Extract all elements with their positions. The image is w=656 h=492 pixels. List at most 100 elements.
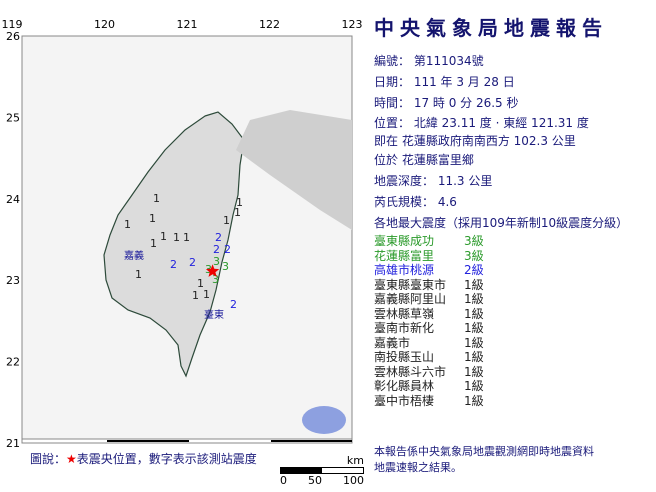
scale-label: 100 [343,474,364,487]
station-intensity-mark: 1 [124,218,131,231]
station-intensity-mark: 1 [149,212,156,225]
intensity-heading: 各地最大震度（採用109年新制10級震度分級） [374,216,629,230]
lat-tick-label: 24 [6,193,20,206]
lon-tick-label: 122 [259,18,280,31]
station-row: 臺南市新化 1級 [374,321,628,336]
note-line: 地震速報之結果。 [374,461,462,474]
report-magnitude: 芮氏規模： 4.6 [374,195,457,209]
cwb-logo [302,406,346,434]
station-level: 1級 [464,277,484,292]
lon-tick-label: 123 [342,18,363,31]
lon-tick-label: 120 [94,18,115,31]
station-name: 嘉義縣阿里山 [374,292,447,306]
taiwan-land [103,111,245,378]
report-title: 中央氣象局地震報告 [374,16,608,40]
station-intensity-mark: 3 [212,273,219,286]
report-depth: 地震深度： 11.3 公里 [374,174,493,188]
scale-label: 0 [280,474,287,487]
station-intensity-mark: 1 [150,237,157,250]
report-panel: 中央氣象局地震報告 編號： 第111034號 日期： 111 年 3 月 28 … [374,12,628,408]
station-intensity-mark: 1 [197,277,204,290]
lat-tick-label: 21 [6,437,20,450]
station-intensity-mark: 1 [160,230,167,243]
station-row: 雲林縣斗六市 1級 [374,365,628,380]
station-level: 1級 [464,321,484,335]
station-intensity-mark: 2 [189,256,196,269]
station-name: 臺東縣臺東市 [374,277,447,292]
report-located: 位於 花蓮縣富里鄉 [374,153,474,167]
lon-tick-label: 119 [2,18,23,31]
station-row: 臺東縣成功 3級 [374,234,628,249]
report-position: 位置： 北緯 23.11 度 · 東經 121.31 度 [374,116,589,130]
report-date: 日期： 111 年 3 月 28 日 [374,75,515,89]
station-intensity-mark: 1 [153,192,160,205]
station-name: 臺南市新化 [374,321,435,335]
station-intensity-mark: 2 [170,258,177,271]
lon-tick-label: 121 [177,18,198,31]
station-intensity-mark: 1 [234,206,241,219]
report-note: 本報告係中央氣象局地震觀測網即時地震資料 地震速報之結果。 [374,444,594,476]
station-row: 南投縣玉山 1級 [374,350,628,365]
station-row: 臺東縣臺東市 1級 [374,278,628,293]
station-row: 彰化縣員林 1級 [374,379,628,394]
scale-unit: km [346,454,364,467]
legend-prefix: 圖說： [30,452,67,466]
station-name: 嘉義市 [374,335,411,350]
station-name: 花蓮縣富里 [374,248,435,263]
station-level: 1級 [464,292,484,306]
station-level: 3級 [464,248,484,263]
report-time: 時間： 17 時 0 分 26.5 秒 [374,96,519,110]
station-row: 嘉義市 1級 [374,336,628,351]
axis-bar [107,440,189,442]
station-name: 雲林縣草嶺 [374,306,435,321]
station-intensity-mark: 2 [215,231,222,244]
station-intensity-mark: 1 [236,196,243,209]
station-row: 嘉義縣阿里山 1級 [374,292,628,307]
station-row: 花蓮縣富里 3級 [374,249,628,264]
station-name: 彰化縣員林 [374,379,435,393]
station-name: 南投縣玉山 [374,350,435,364]
station-level: 3級 [464,234,484,248]
station-intensity-mark: 2 [224,243,231,256]
station-level: 2級 [464,263,484,277]
report-relative: 即在 花蓮縣政府南南西方 102.3 公里 [374,134,576,148]
station-name: 臺東縣成功 [374,234,435,248]
axis-bar [271,440,352,442]
station-intensity-mark: 2 [213,243,220,256]
station-intensity-mark: 1 [135,268,142,281]
station-intensity-mark: 3 [222,260,229,273]
epicenter-star [205,264,220,277]
station-level: 1級 [464,306,484,321]
station-level: 1級 [464,379,484,393]
lat-tick-label: 23 [6,274,20,287]
station-intensity-mark: 1 [223,214,230,227]
station-intensity-mark: 1 [192,289,199,302]
station-intensity-mark: 3 [213,255,220,268]
scale-label: 50 [308,474,322,487]
map-legend: 圖說：★表震央位置，數字表示該測站震度 [30,450,257,467]
star-icon: ★ [66,452,77,466]
lat-tick-label: 25 [6,111,20,124]
station-level: 1級 [464,350,484,364]
station-level: 1級 [464,335,484,350]
station-list: 臺東縣成功 3級 花蓮縣富里 3級 高雄市桃源 2級 臺東縣臺東市 1級 嘉義縣阿里山 1級 雲林縣… [374,234,628,408]
station-intensity-mark: 1 [183,231,190,244]
station-intensity-mark: 1 [173,231,180,244]
lat-tick-label: 26 [6,30,20,43]
report-number: 編號： 第111034號 [374,54,484,68]
station-name: 高雄市桃源 [374,263,435,277]
station-row: 臺中市梧棲 1級 [374,394,628,409]
station-name: 臺中市梧棲 [374,393,435,408]
scale-bar: km 0 50 100 [280,454,364,487]
station-level: 1級 [464,364,484,379]
legend-text: 表震央位置，數字表示該測站震度 [76,452,257,466]
station-name: 雲林縣斗六市 [374,364,447,379]
station-row: 高雄市桃源 2級 [374,263,628,278]
station-intensity-mark: 2 [230,298,237,311]
station-intensity-mark: 1 [203,288,210,301]
city-label: 嘉義 [124,249,144,262]
note-line: 本報告係中央氣象局地震觀測網即時地震資料 [374,445,594,458]
seafloor-terrain [236,110,352,230]
city-label: 臺東 [204,308,224,321]
station-row: 雲林縣草嶺 1級 [374,307,628,322]
